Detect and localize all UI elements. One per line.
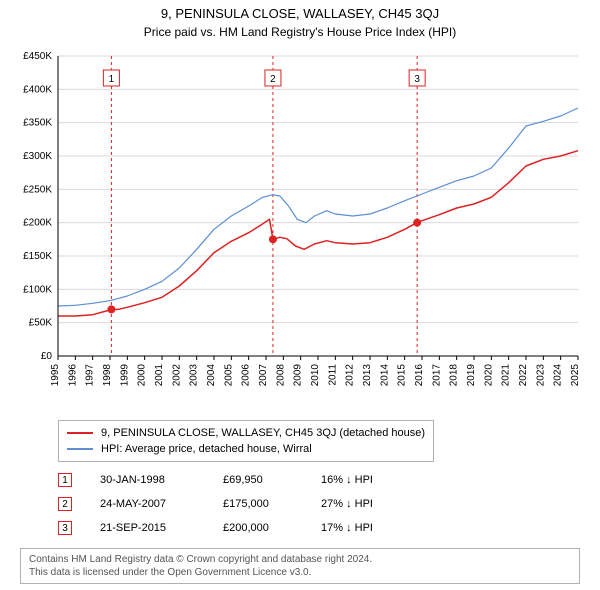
- x-tick-label: 2002: [171, 364, 182, 387]
- transaction-row: 1 30-JAN-1998 £69,950 16% ↓ HPI: [58, 468, 401, 492]
- footer-line-2: This data is licensed under the Open Gov…: [29, 566, 571, 579]
- y-tick-label: £250K: [23, 184, 52, 195]
- x-tick-label: 1995: [50, 364, 61, 387]
- x-tick-label: 1996: [67, 364, 78, 387]
- transaction-date: 24-MAY-2007: [100, 498, 195, 510]
- transaction-date: 30-JAN-1998: [100, 474, 195, 486]
- x-tick-label: 2009: [293, 364, 304, 387]
- legend-label: HPI: Average price, detached house, Wirr…: [101, 441, 312, 457]
- x-tick-label: 2022: [518, 364, 529, 387]
- x-tick-label: 2013: [362, 364, 373, 387]
- transaction-price: £69,950: [223, 474, 293, 486]
- x-tick-label: 2011: [327, 364, 338, 386]
- event-marker-number: 1: [109, 74, 115, 85]
- legend: 9, PENINSULA CLOSE, WALLASEY, CH45 3QJ (…: [58, 420, 434, 462]
- sale-marker: [413, 219, 421, 227]
- y-tick-label: £350K: [23, 118, 52, 129]
- transaction-delta: 27% ↓ HPI: [321, 498, 401, 510]
- legend-label: 9, PENINSULA CLOSE, WALLASEY, CH45 3QJ (…: [101, 425, 425, 441]
- sale-marker: [107, 305, 115, 313]
- price-chart: £0 £50K £100K £150K £200K £250K £300K £350K £400…: [10, 46, 590, 411]
- x-tick-label: 2005: [223, 364, 234, 387]
- transaction-date: 21-SEP-2015: [100, 522, 195, 534]
- x-tick-label: 2018: [449, 364, 460, 387]
- legend-swatch: [67, 448, 93, 450]
- footer-line-1: Contains HM Land Registry data © Crown c…: [29, 553, 571, 566]
- transaction-row: 2 24-MAY-2007 £175,000 27% ↓ HPI: [58, 492, 401, 516]
- page-subtitle: Price paid vs. HM Land Registry's House …: [0, 21, 600, 39]
- x-tick-label: 2017: [431, 364, 442, 387]
- event-marker-number: 2: [270, 74, 276, 85]
- x-tick-label: 1999: [119, 364, 130, 387]
- transaction-marker: 3: [58, 521, 72, 535]
- transaction-delta: 16% ↓ HPI: [321, 474, 401, 486]
- transaction-delta: 17% ↓ HPI: [321, 522, 401, 534]
- y-tick-label: £200K: [23, 218, 52, 229]
- x-tick-label: 2025: [570, 364, 581, 387]
- x-tick-label: 2015: [397, 364, 408, 387]
- x-tick-label: 2024: [553, 364, 564, 387]
- sale-marker: [269, 235, 277, 243]
- x-tick-label: 2010: [310, 364, 321, 387]
- x-tick-label: 2014: [379, 364, 390, 387]
- x-tick-label: 2006: [241, 364, 252, 387]
- y-tick-label: £100K: [23, 284, 52, 295]
- x-tick-label: 2007: [258, 364, 269, 387]
- chart-container: £0 £50K £100K £150K £200K £250K £300K £350K £400…: [10, 46, 590, 411]
- page-title: 9, PENINSULA CLOSE, WALLASEY, CH45 3QJ: [0, 0, 600, 21]
- page-root: 9, PENINSULA CLOSE, WALLASEY, CH45 3QJ P…: [0, 0, 600, 590]
- x-tick-label: 2012: [345, 364, 356, 387]
- x-tick-label: 2020: [483, 364, 494, 387]
- transaction-price: £175,000: [223, 498, 293, 510]
- y-tick-label: £150K: [23, 251, 52, 262]
- x-tick-label: 1997: [85, 364, 96, 387]
- series-subject: [58, 151, 578, 316]
- y-tick-label: £50K: [29, 318, 53, 329]
- y-tick-label: £400K: [23, 84, 52, 95]
- legend-row: HPI: Average price, detached house, Wirr…: [67, 441, 425, 457]
- y-tick-label: £450K: [23, 51, 52, 62]
- x-tick-label: 2000: [137, 364, 148, 387]
- y-tick-label: £0: [41, 351, 53, 362]
- y-tick-label: £300K: [23, 151, 52, 162]
- x-tick-label: 2016: [414, 364, 425, 387]
- series-hpi: [58, 108, 578, 306]
- transaction-marker: 1: [58, 473, 72, 487]
- event-marker-number: 3: [414, 74, 420, 85]
- attribution-footer: Contains HM Land Registry data © Crown c…: [20, 548, 580, 584]
- legend-row: 9, PENINSULA CLOSE, WALLASEY, CH45 3QJ (…: [67, 425, 425, 441]
- transactions-table: 1 30-JAN-1998 £69,950 16% ↓ HPI 2 24-MAY-2007…: [58, 468, 401, 540]
- x-tick-label: 1998: [102, 364, 113, 387]
- x-tick-label: 2001: [154, 364, 165, 387]
- legend-swatch: [67, 432, 93, 434]
- x-tick-label: 2004: [206, 364, 217, 387]
- x-tick-label: 2019: [466, 364, 477, 387]
- transaction-price: £200,000: [223, 522, 293, 534]
- transaction-marker: 2: [58, 497, 72, 511]
- x-tick-label: 2021: [501, 364, 512, 387]
- x-tick-label: 2023: [535, 364, 546, 387]
- x-tick-label: 2003: [189, 364, 200, 387]
- transaction-row: 3 21-SEP-2015 £200,000 17% ↓ HPI: [58, 516, 401, 540]
- x-tick-label: 2008: [275, 364, 286, 387]
